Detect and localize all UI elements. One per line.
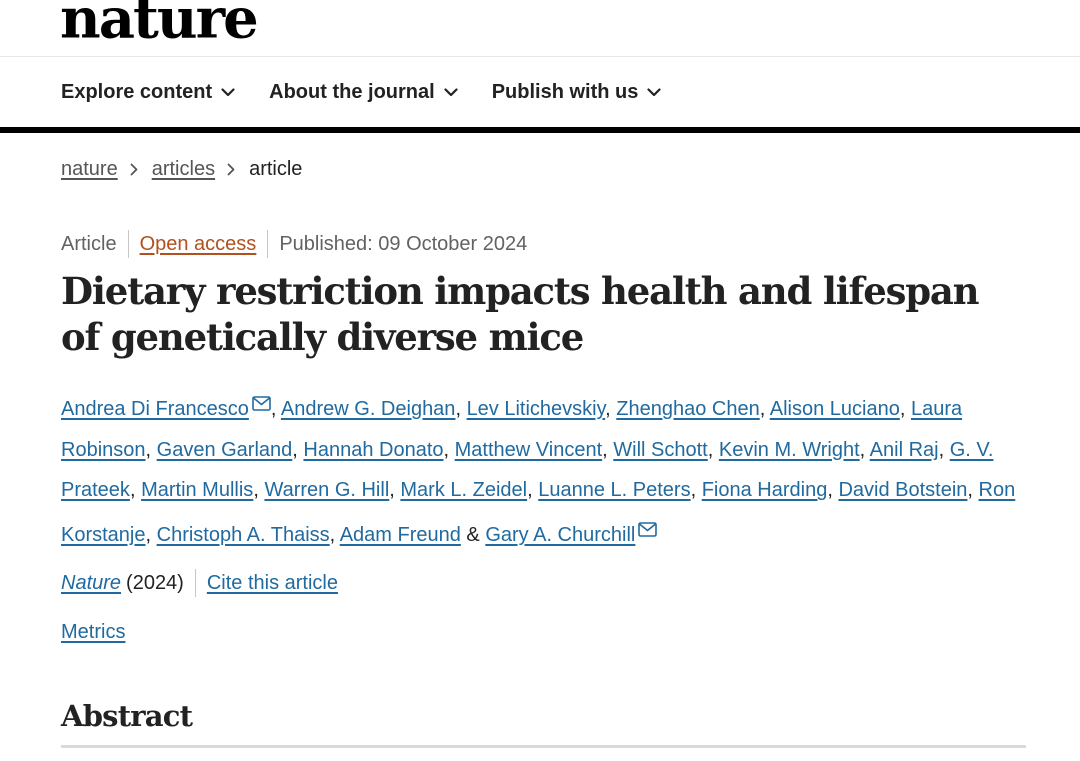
author-link[interactable]: Warren G. Hill bbox=[264, 479, 390, 502]
author-separator: , bbox=[129, 479, 142, 502]
author-link[interactable]: Adam Freund bbox=[339, 524, 461, 547]
author-link[interactable]: Andrea Di Francesco bbox=[61, 398, 249, 420]
author-separator: , bbox=[967, 479, 979, 502]
header-divider bbox=[0, 56, 1080, 57]
published-date: Published: 09 October 2024 bbox=[279, 232, 528, 255]
journal-name-link[interactable]: Nature bbox=[61, 571, 122, 594]
author-separator: , bbox=[527, 479, 539, 502]
author-separator: , bbox=[443, 438, 455, 461]
chevron-down-icon bbox=[444, 87, 458, 97]
author-separator: , bbox=[690, 479, 702, 502]
metrics-link[interactable]: Metrics bbox=[61, 621, 126, 643]
author-link[interactable]: Laura Robinson bbox=[61, 398, 963, 461]
author-separator: , bbox=[707, 438, 719, 461]
email-icon[interactable] bbox=[252, 385, 271, 426]
breadcrumb-current: article bbox=[249, 158, 303, 180]
author-link[interactable]: Alison Luciano bbox=[769, 398, 900, 420]
author-separator: , bbox=[605, 398, 617, 420]
author-link[interactable]: Christoph A. Thaiss bbox=[156, 524, 330, 547]
author-link[interactable]: Kevin M. Wright bbox=[718, 438, 860, 461]
author-separator: & bbox=[460, 524, 486, 547]
journal-citation: Nature (2024) Cite this article bbox=[61, 569, 338, 597]
author-link[interactable]: Martin Mullis bbox=[141, 479, 254, 502]
open-access-link[interactable]: Open access bbox=[139, 232, 257, 255]
chevron-down-icon bbox=[221, 87, 235, 97]
nav-bottom-border bbox=[0, 127, 1080, 133]
author-separator: , bbox=[145, 438, 157, 461]
breadcrumb-articles[interactable]: articles bbox=[151, 158, 216, 180]
author-link[interactable]: Gaven Garland bbox=[156, 438, 293, 461]
author-separator: , bbox=[145, 524, 157, 547]
author-link[interactable]: Anil Raj bbox=[869, 438, 939, 461]
nature-logo[interactable]: nature bbox=[60, 0, 259, 52]
author-separator: , bbox=[827, 479, 839, 502]
nav-label: About the journal bbox=[269, 80, 435, 103]
author-link[interactable]: Zhenghao Chen bbox=[616, 398, 760, 420]
nav-about-the-journal[interactable]: About the journal bbox=[269, 81, 458, 104]
meta-divider bbox=[267, 230, 269, 258]
author-separator: , bbox=[455, 398, 467, 420]
author-link[interactable]: Andrew G. Deighan bbox=[280, 398, 456, 420]
nav-explore-content[interactable]: Explore content bbox=[61, 81, 235, 104]
author-link[interactable]: G. V. Prateek bbox=[61, 438, 994, 502]
author-separator: , bbox=[859, 438, 870, 461]
breadcrumb: nature articles article bbox=[61, 158, 302, 181]
author-separator: , bbox=[899, 398, 911, 420]
meta-divider bbox=[127, 230, 129, 258]
email-icon[interactable] bbox=[638, 511, 658, 552]
main-nav: Explore content About the journal Publis… bbox=[61, 78, 695, 106]
chevron-down-icon bbox=[647, 87, 661, 97]
author-link[interactable]: Will Schott bbox=[613, 438, 708, 461]
publication-year: (2024) bbox=[126, 571, 184, 594]
nav-publish-with-us[interactable]: Publish with us bbox=[492, 81, 662, 104]
author-separator: , bbox=[270, 398, 281, 420]
author-link[interactable]: Mark L. Zeidel bbox=[400, 479, 528, 502]
nav-label: Publish with us bbox=[491, 80, 639, 103]
author-list: Andrea Di Francesco, Andrew G. Deighan, … bbox=[61, 385, 1041, 556]
author-link[interactable]: David Botstein bbox=[838, 479, 968, 502]
author-separator: , bbox=[292, 438, 304, 461]
author-separator: , bbox=[938, 438, 950, 461]
article-type: Article bbox=[61, 232, 117, 255]
author-separator: , bbox=[253, 479, 265, 502]
author-link[interactable]: Hannah Donato bbox=[303, 438, 444, 461]
author-separator: , bbox=[759, 398, 770, 420]
author-separator: , bbox=[389, 479, 401, 502]
author-link[interactable]: Ron Korstanje bbox=[61, 479, 1016, 547]
nav-label: Explore content bbox=[61, 80, 213, 103]
breadcrumb-nature[interactable]: nature bbox=[61, 158, 118, 180]
author-link[interactable]: Gary A. Churchill bbox=[485, 524, 636, 547]
abstract-divider bbox=[61, 745, 1026, 748]
author-link[interactable]: Luanne L. Peters bbox=[538, 479, 691, 502]
chevron-right-icon bbox=[227, 163, 235, 176]
abstract-heading: Abstract bbox=[61, 699, 193, 733]
article-title: Dietary restriction impacts health and l… bbox=[61, 269, 980, 359]
cite-this-article-link[interactable]: Cite this article bbox=[206, 571, 338, 594]
author-separator: , bbox=[602, 438, 614, 461]
journal-divider bbox=[194, 569, 196, 597]
author-link[interactable]: Fiona Harding bbox=[701, 479, 828, 502]
author-link[interactable]: Matthew Vincent bbox=[454, 438, 603, 461]
author-separator: , bbox=[329, 524, 340, 547]
chevron-right-icon bbox=[130, 163, 138, 176]
article-meta: Article Open access Published: 09 Octobe… bbox=[61, 230, 527, 258]
author-link[interactable]: Lev Litichevskiy bbox=[466, 398, 606, 420]
